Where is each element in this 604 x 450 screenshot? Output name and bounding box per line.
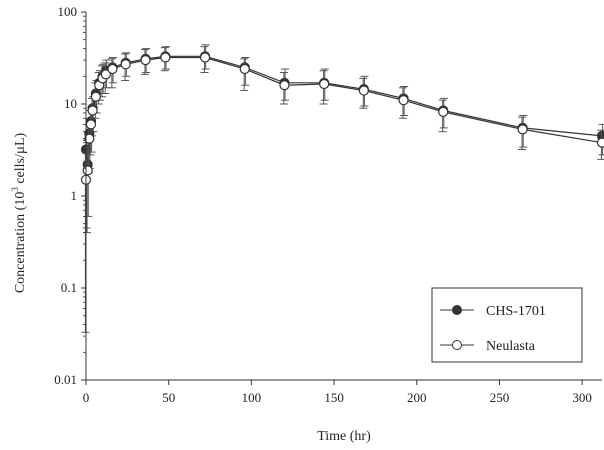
legend-marker-chs-1701 bbox=[452, 305, 462, 315]
data-point-neulasta bbox=[517, 124, 528, 135]
series-chs-1701 bbox=[80, 44, 604, 229]
data-point-neulasta bbox=[438, 106, 449, 118]
series-line-neulasta bbox=[85, 56, 603, 180]
y-tick-label: 0.1 bbox=[61, 280, 77, 295]
data-point-neulasta bbox=[279, 80, 290, 91]
y-tick-label: 0.01 bbox=[54, 372, 77, 387]
y-axis-title-tail: cells/µL) bbox=[13, 133, 28, 188]
y-tick-label: 100 bbox=[58, 4, 78, 19]
x-axis-title: Time (hr) bbox=[317, 429, 371, 444]
data-point-neulasta bbox=[398, 95, 409, 106]
data-point-neulasta bbox=[84, 133, 95, 144]
series-line-chs-1701 bbox=[85, 55, 603, 165]
data-point-neulasta bbox=[120, 59, 131, 70]
data-point-neulasta bbox=[319, 78, 330, 90]
x-tick-label: 0 bbox=[83, 390, 90, 405]
legend-label-neulasta: Neulasta bbox=[486, 339, 536, 354]
x-tick-label: 300 bbox=[572, 390, 592, 405]
series-neulasta bbox=[80, 46, 604, 333]
legend-marker-neulasta bbox=[452, 340, 462, 350]
series-group bbox=[80, 44, 604, 333]
data-point-neulasta bbox=[85, 119, 97, 130]
data-point-neulasta bbox=[82, 165, 93, 176]
data-point-neulasta bbox=[596, 137, 604, 148]
x-tick-label: 150 bbox=[324, 390, 344, 405]
data-point-neulasta bbox=[199, 52, 211, 63]
x-tick-label: 100 bbox=[242, 390, 262, 405]
data-point-neulasta bbox=[358, 85, 369, 96]
axes: 0 50 100 150 200 250 300 0.01 0.1 1 10 100 bbox=[54, 4, 602, 405]
data-point-neulasta bbox=[107, 63, 118, 75]
data-point-neulasta bbox=[160, 52, 171, 63]
y-tick-label: 1 bbox=[71, 188, 78, 203]
x-tick-label: 250 bbox=[490, 390, 510, 405]
legend-label-chs-1701: CHS-1701 bbox=[486, 304, 546, 319]
legend: CHS-1701 Neulasta bbox=[431, 287, 583, 363]
data-point-neulasta bbox=[239, 63, 250, 75]
x-tick-label: 50 bbox=[162, 390, 175, 405]
y-axis-title-main: Concentration (10 bbox=[13, 192, 28, 293]
y-axis-title: Concentration (103 cells/µL) bbox=[10, 133, 28, 294]
data-point-neulasta bbox=[90, 91, 102, 102]
y-axis-title-superscript: 3 bbox=[10, 187, 20, 192]
data-point-neulasta bbox=[100, 69, 111, 80]
y-tick-label: 10 bbox=[64, 96, 77, 111]
data-point-neulasta bbox=[140, 55, 151, 66]
data-point-neulasta bbox=[87, 105, 98, 116]
x-tick-label: 200 bbox=[407, 390, 427, 405]
